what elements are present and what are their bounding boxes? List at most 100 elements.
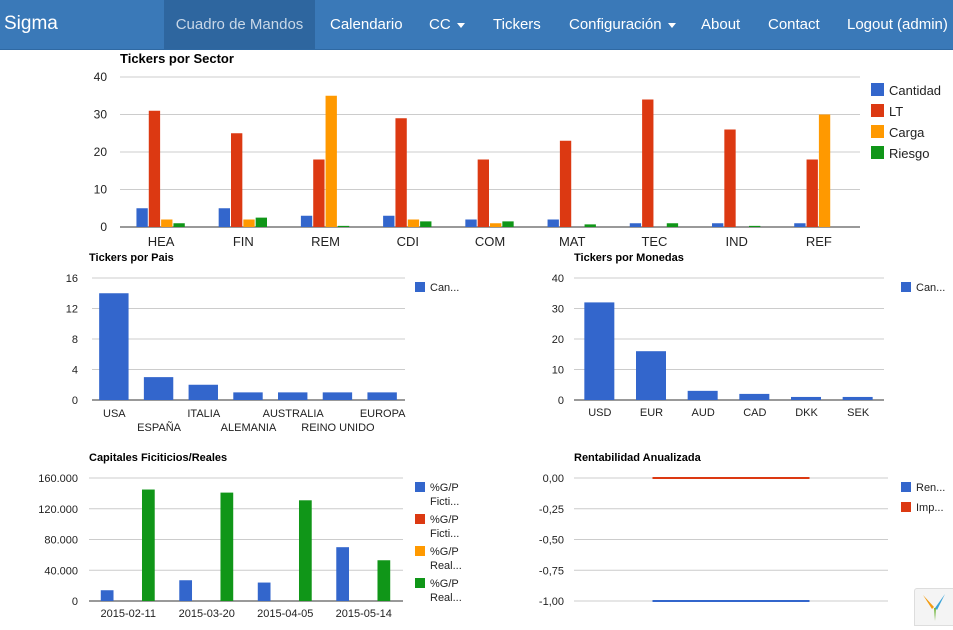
bar (179, 580, 193, 601)
bar (141, 489, 155, 601)
legend-label: Carga (889, 125, 925, 140)
bar (794, 223, 806, 227)
legend-label: Can... (430, 282, 459, 294)
legend-label: %G/P (430, 546, 459, 558)
x-tick-label: ESPAÑA (137, 421, 181, 434)
bar (818, 114, 831, 227)
bar (477, 159, 489, 227)
legend-swatch (901, 502, 911, 512)
legend-label: Riesgo (889, 146, 929, 161)
legend-swatch (871, 125, 884, 138)
nav-logout[interactable]: Logout (admin) (847, 16, 948, 33)
bar (218, 208, 230, 227)
bar (300, 215, 313, 227)
y-tick-label: 0 (72, 395, 78, 407)
y-tick-label: 16 (66, 273, 78, 285)
x-tick-label: DKK (795, 407, 818, 419)
y-tick-label: 120.000 (38, 504, 78, 516)
bar (148, 110, 161, 227)
y-tick-label: 160.000 (38, 473, 78, 485)
x-tick-label: ALEMANIA (221, 422, 277, 434)
x-tick-label: AUSTRALIA (263, 408, 325, 420)
x-tick-label: IND (725, 234, 747, 249)
nav-configuracion-dropdown[interactable]: Configuración (569, 0, 676, 49)
bar (173, 223, 185, 227)
x-tick-label: CAD (743, 407, 766, 419)
legend-label: Can... (916, 282, 945, 294)
chart-title: Rentabilidad Anualizada (574, 452, 702, 464)
y-tick-label: 10 (94, 183, 108, 197)
navbar: Sigma Cuadro de Mandos Calendario CC Tic… (0, 0, 953, 50)
bar (724, 129, 736, 227)
bar (161, 219, 173, 227)
y-tick-label: -0,50 (539, 535, 564, 547)
legend-swatch (871, 104, 884, 117)
legend-label: %G/P (430, 482, 459, 494)
legend-swatch (901, 282, 911, 292)
chart-title: Tickers por Monedas (574, 252, 684, 264)
bar (99, 293, 129, 400)
y-tick-label: 40 (94, 70, 108, 84)
x-tick-label: SEK (847, 407, 870, 419)
bar (490, 223, 502, 227)
bar (136, 208, 148, 227)
y-tick-label: 0 (558, 395, 564, 407)
bar (233, 392, 263, 400)
y-tick-label: 12 (66, 304, 78, 316)
bar (806, 159, 818, 227)
bar (188, 384, 218, 400)
bar (502, 221, 514, 227)
x-tick-label: 2015-05-14 (336, 608, 392, 620)
bar (383, 215, 395, 227)
caret-down-icon (456, 22, 465, 28)
x-tick-label: REINO UNIDO (301, 422, 375, 434)
bar (257, 582, 271, 601)
bar (322, 392, 353, 400)
x-tick-label: USD (588, 407, 611, 419)
x-tick-label: ITALIA (187, 408, 220, 420)
nav-cc-dropdown[interactable]: CC (429, 0, 465, 49)
x-tick-label: USA (103, 408, 126, 420)
bar (420, 221, 432, 227)
bar (629, 223, 642, 227)
bar (255, 217, 267, 227)
x-tick-label: REF (806, 234, 832, 249)
legend-label: Ficti... (430, 528, 459, 540)
legend-swatch (415, 578, 425, 588)
y-tick-label: 0,00 (543, 473, 564, 485)
nav-calendario[interactable]: Calendario (330, 16, 403, 33)
chart-title: Capitales Ficiticios/Reales (89, 452, 227, 464)
bar (407, 219, 420, 227)
y-tick-label: 20 (552, 334, 564, 346)
y-tick-label: 40 (552, 273, 564, 285)
nav-about[interactable]: About (701, 16, 741, 33)
bar (231, 133, 243, 227)
bar (749, 225, 761, 227)
nav-cuadro-de-mandos[interactable]: Cuadro de Mandos (164, 0, 315, 49)
y-tick-label: 4 (72, 365, 78, 377)
x-tick-label: CDI (397, 234, 419, 249)
x-tick-label: COM (475, 234, 505, 249)
bar (465, 219, 477, 227)
nav-tickers[interactable]: Tickers (493, 16, 541, 33)
brand-logo[interactable]: Sigma (4, 13, 58, 34)
bar (220, 492, 234, 601)
legend-label: Cantidad (889, 83, 941, 98)
bar (636, 351, 666, 400)
bar (243, 219, 255, 227)
bar (547, 219, 559, 227)
bar (313, 159, 325, 227)
x-tick-label: TEC (641, 234, 667, 249)
y-tick-label: 40.000 (44, 565, 78, 577)
y-tick-label: 0 (72, 596, 78, 608)
bar (842, 396, 873, 400)
y-tick-label: -0,75 (539, 565, 564, 577)
legend-label: Real... (430, 592, 462, 604)
y-tick-label: 0 (100, 220, 107, 234)
legend-label: LT (889, 104, 903, 119)
chart-title: Tickers por Pais (89, 252, 174, 264)
nav-contact[interactable]: Contact (768, 16, 820, 33)
x-tick-label: FIN (233, 234, 254, 249)
yii-debug-toolbar-toggle[interactable] (914, 588, 953, 626)
